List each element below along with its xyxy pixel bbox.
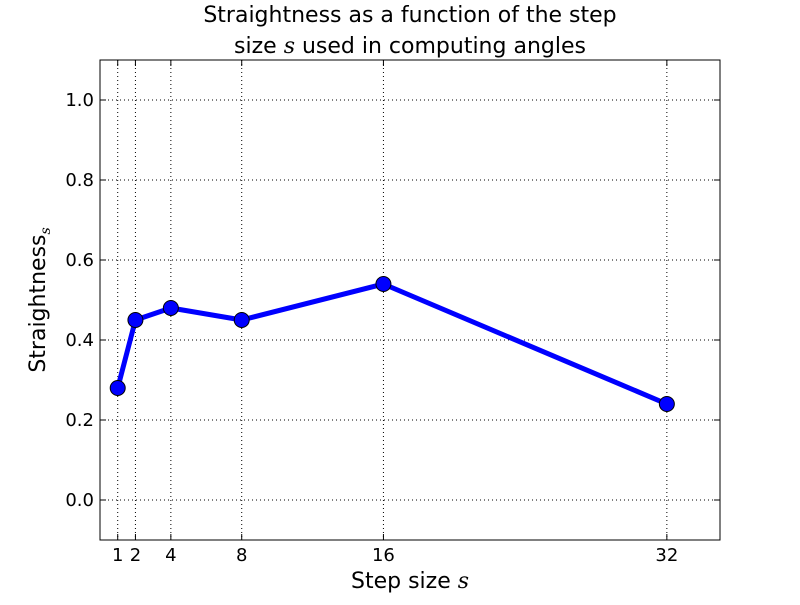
x-tick-label: 2 bbox=[130, 545, 141, 566]
chart-title-line-2-suffix: used in computing angles bbox=[295, 34, 586, 59]
x-axis-label-text: Step size bbox=[351, 569, 458, 594]
data-point-marker bbox=[658, 396, 675, 412]
chart-title-line-2-prefix: size bbox=[234, 34, 284, 59]
data-point-marker bbox=[162, 300, 179, 316]
data-point-marker bbox=[127, 312, 144, 328]
x-axis-label: Step size s bbox=[351, 569, 469, 594]
x-tick-label: 32 bbox=[655, 545, 678, 566]
x-tick-label: 8 bbox=[236, 545, 247, 566]
chart-title-line-1: Straightness as a function of the step bbox=[203, 3, 616, 28]
series-line bbox=[115, 281, 670, 407]
grid-layer bbox=[100, 60, 720, 540]
plot-area-frame bbox=[99, 59, 721, 541]
y-tick-label: 0.6 bbox=[65, 250, 94, 271]
y-tick-label: 0.4 bbox=[65, 330, 94, 351]
x-axis-label-variable: s bbox=[458, 569, 469, 594]
x-tick-label: 4 bbox=[165, 545, 176, 566]
chart-title-variable: s bbox=[284, 34, 295, 59]
ticks-layer: 1 2 4 8 16 32 0.0 0.2 0.4 0.6 0.8 1.0 bbox=[65, 60, 720, 566]
y-axis-label-subscript: s bbox=[38, 227, 54, 234]
data-point-marker bbox=[375, 276, 392, 292]
data-point-marker bbox=[233, 312, 250, 328]
chart-title-line-2: size s used in computing angles bbox=[234, 34, 586, 59]
series-layer bbox=[109, 276, 675, 412]
x-tick-label: 16 bbox=[372, 545, 395, 566]
y-tick-label: 0.0 bbox=[65, 490, 94, 511]
y-axis-label-text: Straightness bbox=[26, 235, 51, 373]
y-tick-label: 0.2 bbox=[65, 410, 94, 431]
y-tick-label: 0.8 bbox=[65, 170, 94, 191]
y-tick-label: 1.0 bbox=[65, 90, 94, 111]
data-point-marker bbox=[109, 380, 126, 396]
x-tick-label: 1 bbox=[112, 545, 123, 566]
y-axis-label: Straightnesss bbox=[26, 227, 54, 372]
